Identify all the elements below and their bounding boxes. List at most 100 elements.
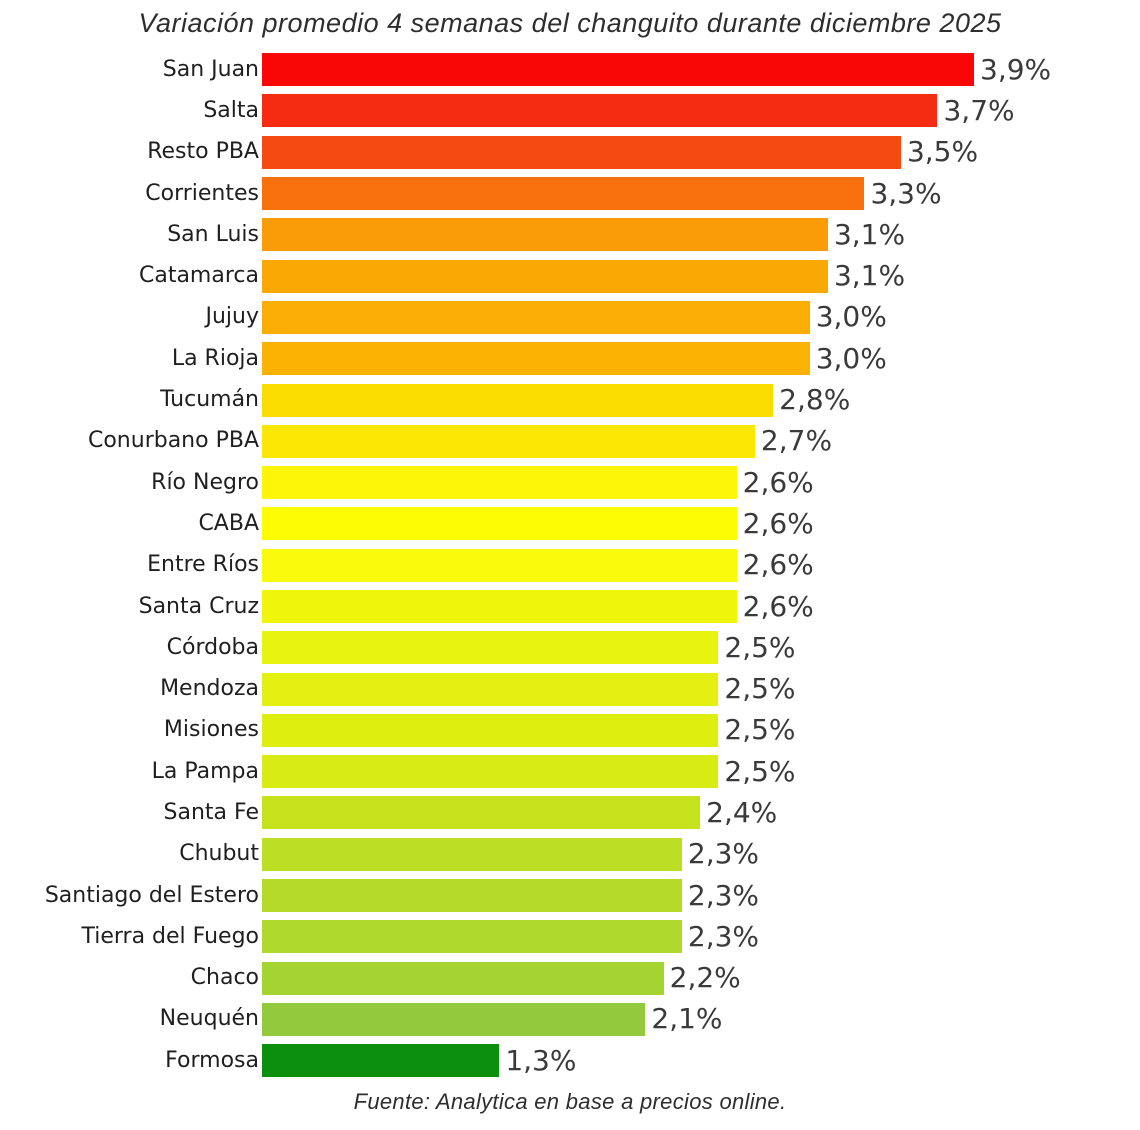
- bar-value: 2,7%: [760, 424, 833, 458]
- bar: [262, 961, 664, 995]
- bar-label: Entre Ríos: [147, 552, 259, 578]
- bar: [262, 259, 828, 293]
- bar: [262, 837, 682, 871]
- bar-row: Jujuy 3,0%: [0, 297, 1140, 338]
- bar-value: 2,3%: [687, 837, 760, 871]
- bar-track: 2,1%: [262, 999, 1140, 1040]
- bar-label: San Luis: [167, 221, 259, 247]
- bar-value: 2,4%: [706, 795, 778, 829]
- bar: [262, 879, 682, 913]
- bar-value: 2,5%: [724, 713, 796, 747]
- bar-row: San Juan 3,9%: [0, 49, 1140, 90]
- bar: [262, 466, 737, 500]
- bar: [262, 135, 901, 169]
- bar-row: Resto PBA 3,5%: [0, 132, 1140, 173]
- bar-rows: San Juan 3,9% Salta 3,7% Resto PBA 3,5% Corrie…: [0, 49, 1140, 1081]
- bar: [262, 590, 737, 623]
- bar-value: 2,3%: [687, 919, 760, 953]
- bar-label: CABA: [198, 510, 259, 536]
- bar: [262, 631, 719, 665]
- bar: [262, 424, 755, 458]
- bar-track: 2,2%: [262, 958, 1140, 999]
- bar-label: Misiones: [163, 717, 259, 743]
- bar-row: Catamarca 3,1%: [0, 255, 1140, 296]
- bar-track: 3,1%: [262, 255, 1140, 296]
- bar-track: 2,6%: [262, 545, 1140, 586]
- bar-track: 2,8%: [262, 379, 1140, 420]
- bar-value: 2,5%: [724, 672, 796, 706]
- bar: [262, 94, 938, 128]
- bar-row: Misiones 2,5%: [0, 710, 1140, 751]
- bar-row: La Pampa 2,5%: [0, 751, 1140, 792]
- bar-value: 3,1%: [833, 217, 906, 251]
- bar-row: Neuquén 2,1%: [0, 999, 1140, 1040]
- bar: [262, 383, 774, 417]
- bar-value: 3,5%: [906, 135, 979, 169]
- bar-value: 2,1%: [651, 1002, 723, 1036]
- source-note: Fuente: Analytica en base a precios onli…: [353, 1089, 787, 1114]
- bar: [262, 796, 701, 830]
- bar-track: 3,9%: [262, 49, 1140, 90]
- bar: [262, 920, 682, 954]
- bar-value: 2,6%: [742, 465, 814, 499]
- bar-track: 2,6%: [262, 586, 1140, 627]
- bar-track: 2,6%: [262, 503, 1140, 544]
- bar-label: Córdoba: [166, 634, 259, 660]
- bar-track: 2,7%: [262, 421, 1140, 462]
- bar-row: Salta 3,7%: [0, 90, 1140, 131]
- bar-label: Formosa: [165, 1047, 259, 1073]
- bar-label: Catamarca: [138, 263, 259, 289]
- bar-row: San Luis 3,1%: [0, 214, 1140, 255]
- bar-row: Santa Fe 2,4%: [0, 792, 1140, 833]
- bar-row: Santiago del Estero 2,3%: [0, 875, 1140, 916]
- bar: [262, 300, 810, 334]
- bar-value: 2,6%: [742, 506, 814, 540]
- bar-value: 3,9%: [980, 52, 1052, 86]
- bar-value: 2,8%: [779, 383, 851, 417]
- bar-label: San Juan: [162, 56, 259, 82]
- bar-row: Tierra del Fuego 2,3%: [0, 916, 1140, 957]
- bar-row: Río Negro 2,6%: [0, 462, 1140, 503]
- bar-value: 3,0%: [815, 341, 887, 375]
- bar-label: Santa Cruz: [138, 593, 259, 619]
- bar-row: Formosa 1,3%: [0, 1040, 1140, 1081]
- bar-track: 2,5%: [262, 710, 1140, 751]
- bar-track: 2,5%: [262, 751, 1140, 792]
- bar-value: 3,7%: [943, 93, 1015, 127]
- bar-label: Santa Fe: [163, 799, 259, 825]
- bar-row: Entre Ríos 2,6%: [0, 545, 1140, 586]
- bar-row: Mendoza 2,5%: [0, 668, 1140, 709]
- bar-track: 1,3%: [262, 1040, 1140, 1081]
- bar-row: La Rioja 3,0%: [0, 338, 1140, 379]
- bar-track: 2,5%: [262, 668, 1140, 709]
- bar-track: 3,1%: [262, 214, 1140, 255]
- bar: [262, 672, 719, 706]
- bar-label: Resto PBA: [147, 139, 259, 165]
- bar: [262, 1002, 646, 1036]
- bar-track: 3,0%: [262, 338, 1140, 379]
- bar-row: Córdoba 2,5%: [0, 627, 1140, 668]
- bar-value: 1,3%: [505, 1043, 577, 1077]
- bar-value: 2,6%: [742, 548, 814, 582]
- bar-label: Chubut: [179, 841, 259, 867]
- bar-track: 3,5%: [262, 132, 1140, 173]
- bar-label: La Rioja: [171, 345, 259, 371]
- bar-row: Santa Cruz 2,6%: [0, 586, 1140, 627]
- chart-title: Variación promedio 4 semanas del changui…: [138, 8, 1002, 38]
- bar-label: Santiago del Estero: [44, 882, 259, 908]
- bar-row: Chaco 2,2%: [0, 958, 1140, 999]
- bar-value: 2,2%: [669, 961, 741, 995]
- bar-value: 3,0%: [815, 300, 887, 334]
- bar-label: Conurbano PBA: [87, 428, 259, 454]
- bar-track: 3,7%: [262, 90, 1140, 131]
- bar-value: 2,6%: [742, 589, 814, 623]
- bar-label: Corrientes: [145, 180, 259, 206]
- bar-value: 2,3%: [687, 878, 760, 912]
- bar-row: Tucumán 2,8%: [0, 379, 1140, 420]
- bar: [262, 1044, 500, 1078]
- bar-row: Chubut 2,3%: [0, 834, 1140, 875]
- bar-track: 3,0%: [262, 297, 1140, 338]
- bar-row: CABA 2,6%: [0, 503, 1140, 544]
- bar-label: Neuquén: [159, 1006, 259, 1032]
